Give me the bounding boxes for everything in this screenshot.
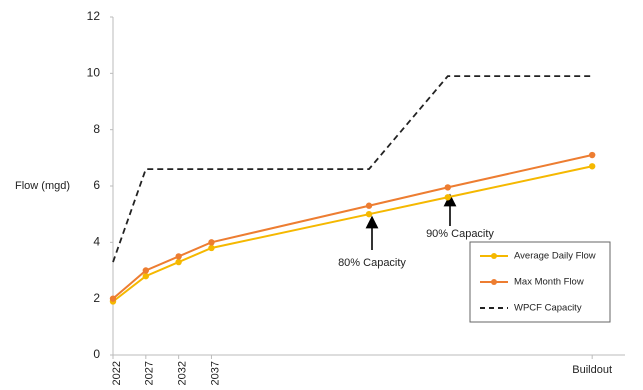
point: [175, 258, 182, 266]
point: [175, 253, 182, 260]
point: [208, 239, 215, 246]
x-tick-label: 2027: [144, 361, 156, 385]
y-tick-label: 8: [93, 122, 100, 136]
point: [365, 210, 373, 218]
point: [142, 272, 150, 280]
y-axis-label: Flow (mgd): [15, 180, 70, 192]
y-tick-label: 12: [87, 9, 101, 23]
point: [109, 295, 117, 302]
point: [444, 194, 451, 201]
legend-label: Max Month Flow: [514, 277, 584, 288]
point: [365, 202, 373, 209]
annotation: 80% Capacity: [338, 257, 406, 269]
y-tick-label: 0: [93, 347, 100, 361]
point: [444, 184, 451, 191]
point: [208, 244, 215, 252]
y-tick-label: 10: [87, 66, 101, 80]
y-tick-label: 6: [93, 178, 100, 192]
legend-label: Average Daily Flow: [514, 251, 596, 262]
legend-marker: [491, 253, 497, 259]
legend-label: WPCF Capacity: [514, 303, 582, 314]
x-tick-label: 2037: [209, 361, 221, 385]
x-tick-label: 2032: [177, 361, 189, 385]
x-tick-label: 2022: [111, 361, 123, 385]
legend-marker: [491, 279, 497, 285]
point: [142, 267, 150, 274]
series-line: [112, 75, 593, 263]
y-tick-label: 2: [93, 291, 100, 305]
point: [588, 163, 596, 170]
annotation: 90% Capacity: [426, 228, 494, 240]
x-tick-label: Buildout: [572, 364, 612, 376]
point: [588, 151, 596, 159]
y-tick-label: 4: [93, 235, 100, 249]
